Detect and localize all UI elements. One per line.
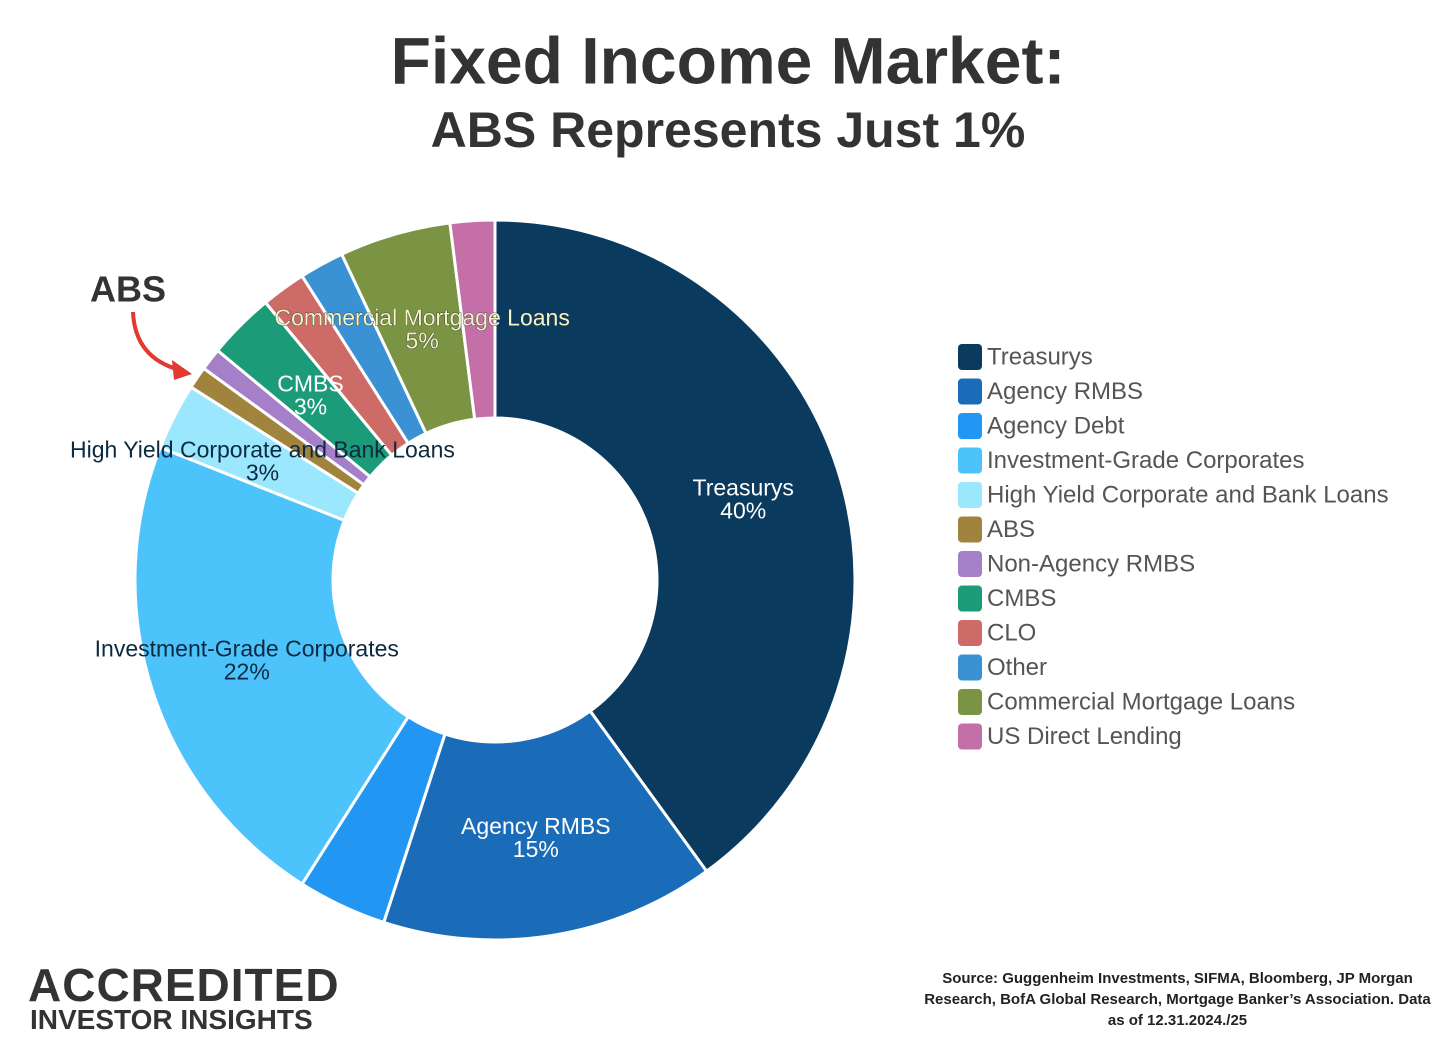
brand: INVESTOR INSIGHTS (30, 1004, 313, 1035)
legend-swatch (958, 585, 982, 612)
legend-label: Treasurys (987, 343, 1093, 370)
donut (133, 218, 857, 942)
legend-label: Investment-Grade Corporates (987, 447, 1304, 474)
slice (133, 445, 411, 887)
brand: ACCREDITED (28, 959, 340, 1011)
legend-swatch (958, 620, 982, 646)
legend-swatch (958, 654, 982, 681)
legend-label: ABS (987, 516, 1035, 543)
slice-value-label: 5% (406, 327, 439, 353)
slice-category-label: CMBS (277, 371, 343, 397)
slice-value-label: 40% (720, 497, 766, 523)
slice-value-label: 15% (513, 836, 559, 862)
chart-title: Fixed Income Market: (391, 23, 1066, 97)
slice-value-label: 3% (294, 394, 327, 420)
source-note: Source: Guggenheim Investments, SIFMA, B… (924, 970, 1431, 1029)
legend-label: Commercial Mortgage Loans (987, 688, 1295, 715)
legend-label: Agency RMBS (987, 378, 1143, 405)
legend-label: CMBS (987, 585, 1056, 612)
slice (448, 218, 497, 421)
legend-swatch (958, 413, 982, 439)
legend-label: Other (987, 654, 1047, 681)
slice (381, 708, 709, 942)
slice-value-label: 22% (224, 659, 270, 685)
slice-category-label: Treasurys (693, 474, 794, 500)
chart-subtitle: ABS Represents Just 1% (431, 102, 1026, 158)
legend-swatch (958, 378, 982, 405)
annotation-arrowhead (172, 360, 192, 380)
slice-category-label: Agency RMBS (461, 813, 611, 839)
legend-label: CLO (987, 619, 1036, 646)
legend-label: Agency Debt (987, 412, 1125, 439)
legend-swatch (958, 482, 982, 508)
legend-label: Non-Agency RMBS (987, 550, 1195, 577)
legend: Treasurys Agency RMBS Agency Debt Investmen… (958, 343, 1389, 750)
slice-value-label: 3% (246, 460, 279, 486)
legend-swatch (958, 689, 982, 715)
slice-category-label: Investment-Grade Corporates (95, 636, 399, 662)
legend-swatch (958, 344, 982, 370)
legend-swatch (958, 723, 982, 750)
legend-swatch (958, 516, 982, 543)
annotation: ABS (90, 269, 166, 310)
slice-category-label: Commercial Mortgage Loans (275, 304, 570, 330)
slice (493, 218, 857, 874)
annotation-arrow (131, 311, 181, 372)
legend-label: High Yield Corporate and Bank Loans (987, 481, 1389, 508)
legend-label: US Direct Lending (987, 723, 1182, 750)
legend-swatch (958, 447, 982, 474)
slice-category-label: High Yield Corporate and Bank Loans (70, 437, 455, 463)
legend-swatch (958, 551, 982, 577)
